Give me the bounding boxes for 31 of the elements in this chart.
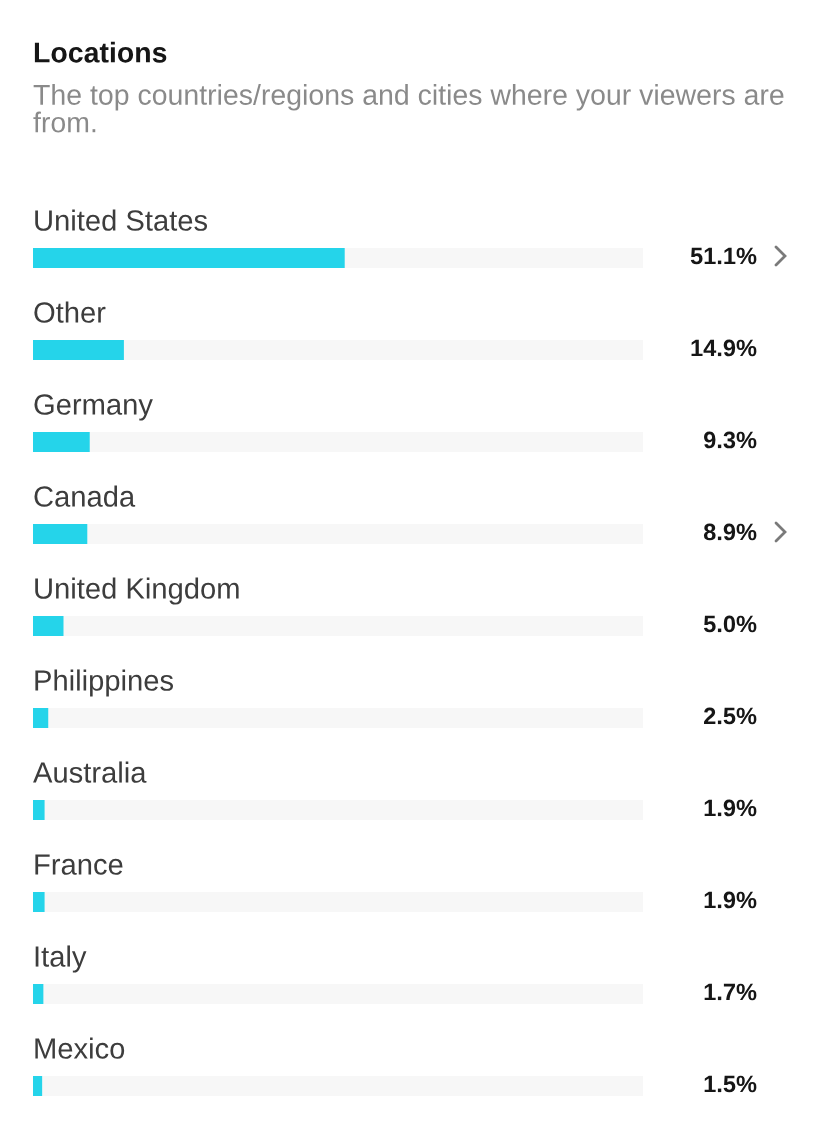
y-tick-label: United States (35, 209, 208, 231)
data-label: 1.9% (704, 891, 757, 909)
y-tick-label: Germany (34, 394, 153, 421)
data-label: 1.5% (704, 1075, 757, 1093)
data-label: 1.7% (704, 983, 757, 1001)
y-tick-label: Philippines (35, 669, 174, 697)
bar (33, 892, 45, 912)
y-tick-label: Other (34, 301, 106, 323)
data-label: 9.3% (704, 431, 757, 449)
y-tick-label: Italy (35, 945, 87, 973)
data-label: 1.9% (704, 799, 757, 817)
chart-subtitle: The top countries/regions and cities where your viewers are from. (33, 84, 784, 133)
y-tick-label: Australia (33, 761, 147, 783)
bar (33, 708, 49, 728)
bar (33, 616, 64, 636)
chart-title: Locations (34, 41, 167, 63)
data-label: 8.9% (703, 523, 757, 541)
y-tick-label: France (35, 854, 123, 875)
data-label: 51.1% (690, 247, 757, 265)
y-tick-label: Canada (34, 485, 136, 507)
bar (33, 800, 45, 820)
data-label: 5.0% (703, 615, 757, 633)
bar (33, 984, 44, 1004)
data-label: 2.5% (704, 707, 757, 725)
bar (33, 340, 124, 360)
bar (33, 1076, 43, 1096)
bar (33, 524, 88, 544)
y-tick-label: Mexico (35, 1037, 125, 1059)
data-label: 14.9% (691, 339, 757, 357)
bar (33, 432, 90, 452)
y-tick-label: United Kingdom (35, 577, 239, 605)
